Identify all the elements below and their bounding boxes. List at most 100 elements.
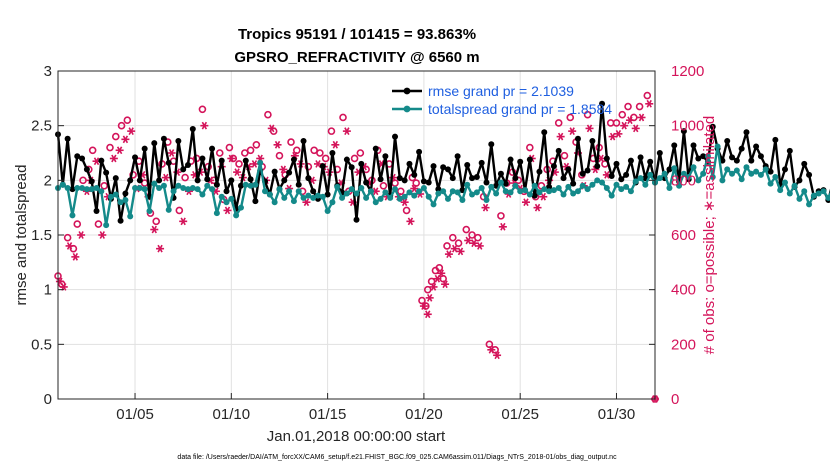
totalspread-point [286,188,293,195]
totalspread-point [204,182,211,189]
obs-assimilated-point [498,222,507,231]
obs-assimilated-point [437,269,446,278]
obs-assimilated-point [400,198,409,207]
totalspread-point [440,188,447,195]
totalspread-point [377,195,384,202]
totalspread-point [276,186,283,193]
totalspread-point [729,170,736,177]
rmse-point [589,137,596,144]
legend: rmse grand pr = 2.1039 totalspread grand… [392,83,612,117]
totalspread-point [228,195,235,202]
y-tick-label-left: 0 [44,391,52,408]
obs-possible-point [215,149,224,157]
rmse-point [579,170,586,177]
totalspread-point [165,206,172,213]
totalspread-point [560,191,567,198]
rmse-point [772,136,779,143]
rmse-point [218,157,225,164]
rmse-point [204,176,211,183]
totalspread-point [589,181,596,188]
obs-assimilated-point [608,132,617,141]
obs-possible-point [264,110,272,119]
totalspread-point [570,190,577,197]
totalspread-point [218,193,225,200]
rmse-point [507,156,514,163]
y-tick-label-left: 1.5 [31,227,52,244]
totalspread-point [507,189,514,196]
obs-assimilated-point [493,351,502,360]
totalspread-point [430,201,437,208]
obs-possible-point [241,149,249,157]
totalspread-point [781,179,788,186]
totalspread-point [497,179,504,186]
totalspread-point [801,188,808,195]
rmse-point [647,158,654,165]
obs-possible-point [79,176,87,185]
obs-possible-point [339,113,347,122]
totalspread-point [160,182,167,189]
obs-assimilated-point [625,116,634,125]
totalspread-point [247,182,254,189]
rmse-point [64,135,71,142]
totalspread-point [262,188,269,195]
totalspread-point [637,175,644,182]
obs-possible-point [402,206,411,215]
rmse-point [305,175,312,182]
totalspread-point [189,184,196,191]
obs-possible-point [554,119,563,127]
obs-possible-point [379,182,388,190]
obs-assimilated-point [273,140,282,149]
rmse-point [603,155,610,162]
rmse-point [512,175,519,182]
totalspread-point [132,184,139,191]
obs-possible-point [63,233,72,242]
data-file-footnote: data file: /Users/raeder/DAI/ATM_forcXX/… [177,454,617,461]
totalspread-point [314,192,321,199]
totalspread-point [146,207,153,214]
rmse-point [599,100,606,107]
obs-assimilated-point [481,203,490,212]
obs-assimilated-point [115,146,124,155]
totalspread-point [733,167,740,174]
obs-possible-point [111,132,120,141]
x-tick-label: 01/25 [501,406,539,423]
y-tick-label-right: 400 [671,282,696,299]
rmse-point [478,159,485,166]
totalspread-point [252,181,259,188]
rmse-point [757,153,764,160]
totalspread-point [69,212,76,219]
obs-assimilated-point [313,160,322,168]
rmse-point [613,160,620,167]
totalspread-point [411,192,418,199]
totalspread-point [237,204,244,211]
rmse-point [469,175,476,182]
obs-assimilated-point [250,160,259,168]
y-tick-label-right: 0 [671,391,679,408]
totalspread-point [281,194,288,201]
rmse-point [189,125,196,132]
obs-possible-point [73,220,82,228]
rmse-point [329,150,336,156]
obs-assimilated-point [614,130,623,138]
x-tick-label: 01/05 [116,406,154,423]
rmse-point [401,177,408,184]
rmse-point [550,163,557,170]
obs-possible-point [152,217,161,226]
rmse-point [180,166,187,173]
obs-possible-point [350,154,359,163]
totalspread-point [401,193,408,200]
rmse-point [531,192,538,199]
totalspread-point [156,184,163,191]
obs-possible-point [287,138,295,146]
totalspread-point [271,199,278,206]
totalspread-point [574,188,581,195]
rmse-point [83,166,90,173]
totalspread-point [680,170,687,177]
totalspread-point [709,174,716,181]
totalspread-point [107,193,114,200]
rmse-point [680,128,687,135]
x-tick-label: 01/10 [213,406,251,423]
rmse-point [295,181,302,188]
totalspread-point [180,184,187,191]
obs-assimilated-point [331,140,340,149]
